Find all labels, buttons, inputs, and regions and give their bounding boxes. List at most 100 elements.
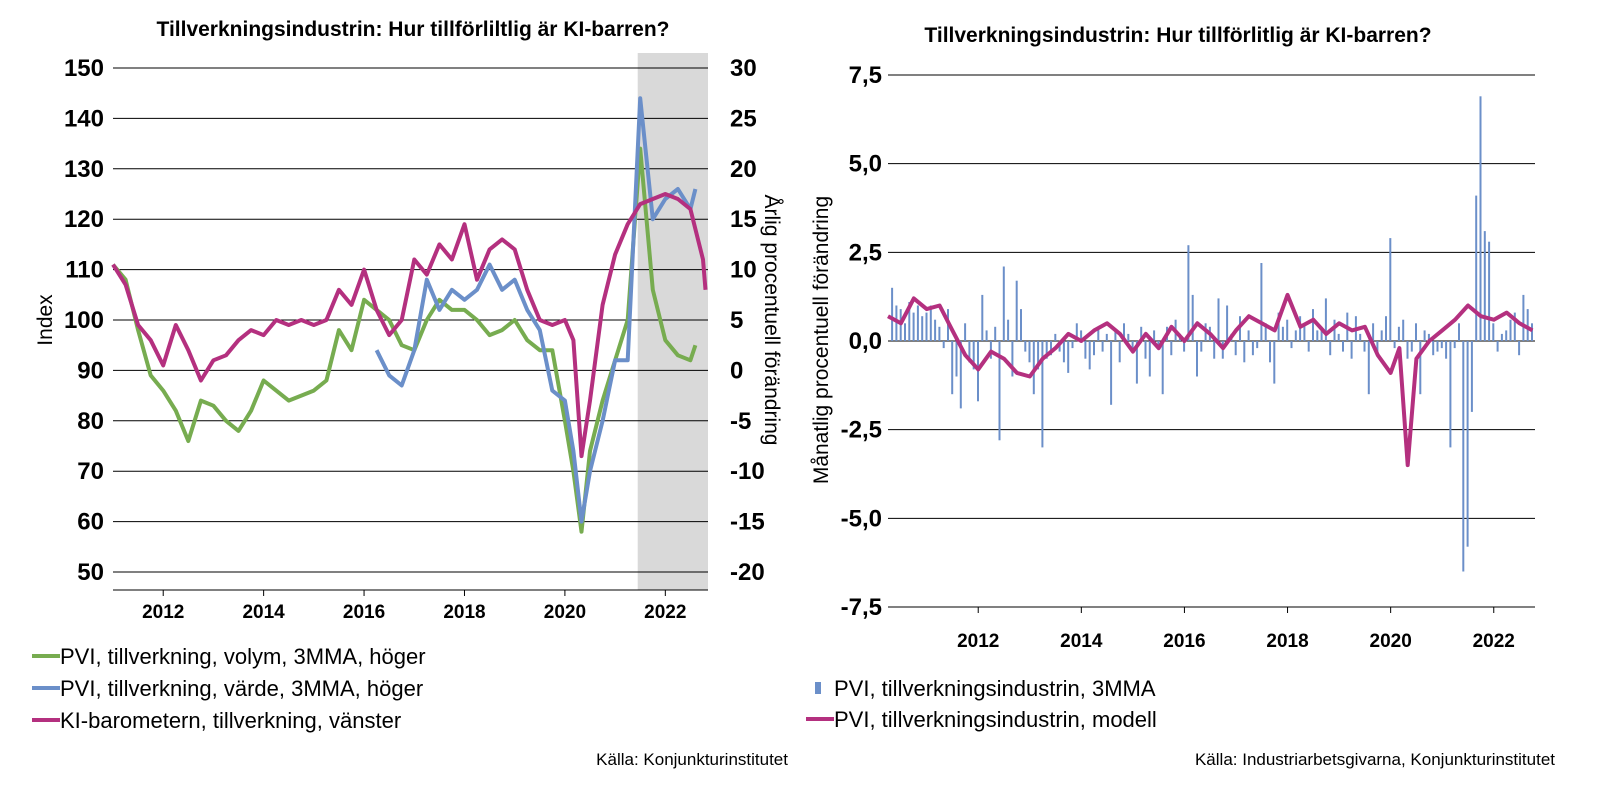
bar-monthly-change — [1020, 309, 1022, 341]
bar-monthly-change — [1062, 341, 1065, 363]
bar-monthly-change — [1183, 341, 1186, 352]
bar-monthly-change — [1393, 341, 1396, 349]
bar-monthly-change — [1513, 312, 1516, 341]
bar-monthly-change — [1084, 341, 1087, 359]
forecast-shaded-region — [637, 53, 708, 590]
bar-monthly-change — [1488, 241, 1491, 341]
right-chart-x-ticks: 2012 2014 2016 2018 2020 2022 — [957, 607, 1515, 652]
bar-monthly-change — [1294, 330, 1297, 341]
left-y-tick-label: 50 — [77, 559, 104, 586]
bar-monthly-change — [921, 316, 924, 341]
bar-monthly-change — [959, 341, 962, 409]
bar-monthly-change — [1015, 280, 1018, 341]
right-source: Källa: Industriarbetsgivarna, Konjunktur… — [1195, 750, 1555, 769]
left-chart-title: Tillverkningsindustrin: Hur tillförliltl… — [157, 18, 670, 41]
series-pvi-varde — [374, 96, 698, 524]
bar-monthly-change — [1479, 96, 1482, 341]
bar-monthly-change — [1419, 341, 1422, 395]
bar-monthly-change — [1415, 323, 1417, 341]
bar-monthly-change — [1067, 341, 1070, 373]
left-legend: PVI, tillverkning, volym, 3MMA, höger PV… — [32, 644, 426, 733]
right-y-axis-label: Årlig procentuell förändring — [760, 195, 783, 446]
bar-monthly-change — [1286, 319, 1289, 341]
bar-monthly-change — [1380, 330, 1383, 341]
bar-monthly-change — [1440, 341, 1443, 349]
bar-monthly-change — [1140, 326, 1143, 341]
left-x-ticks: 2012 2014 2016 2018 2020 2022 — [113, 589, 708, 623]
bar-monthly-change — [1256, 341, 1259, 349]
bar-monthly-change — [1153, 330, 1156, 341]
right-model-line — [887, 292, 1534, 468]
right-x-tick-label: 2020 — [1370, 631, 1412, 652]
right-y-tick-label: -10 — [730, 458, 765, 485]
bar-monthly-change — [1307, 341, 1310, 352]
bar-monthly-change — [1432, 341, 1435, 356]
right-y-tick-label: 10 — [730, 257, 757, 284]
bar-monthly-change — [964, 323, 967, 341]
bar-monthly-change — [934, 319, 937, 341]
bar-monthly-change — [951, 341, 954, 395]
bar-monthly-change — [1037, 341, 1040, 370]
bar-monthly-change — [1466, 341, 1469, 547]
bar-monthly-change — [1290, 341, 1293, 349]
bar-monthly-change — [1509, 319, 1512, 341]
bar-monthly-change — [938, 326, 941, 341]
series-pvi-volym — [111, 146, 698, 534]
bar-monthly-change — [1075, 323, 1078, 341]
bar-monthly-change — [1264, 323, 1267, 341]
bar-monthly-change — [1483, 231, 1486, 341]
right-y-tick-label: -20 — [730, 559, 765, 586]
right-x-tick-label: 2022 — [1473, 631, 1515, 652]
left-y-tick-label: 120 — [64, 206, 104, 233]
left-y-tick-label: 60 — [77, 509, 104, 536]
bar-monthly-change — [1470, 341, 1473, 412]
bar-monthly-change — [1496, 341, 1499, 352]
series-modell — [887, 292, 1534, 468]
legend-swatch-bar — [815, 682, 821, 694]
bar-monthly-change — [1028, 341, 1031, 363]
right-chart-y-tick-label: 0,0 — [849, 328, 882, 355]
right-x-tick-label: 2012 — [957, 631, 999, 652]
bar-monthly-change — [1123, 323, 1125, 341]
bar-monthly-change — [942, 341, 945, 349]
left-y-axis-label: Index — [34, 294, 57, 346]
bar-monthly-change — [916, 305, 919, 341]
bar-monthly-change — [1445, 341, 1448, 359]
bar-monthly-change — [1024, 341, 1027, 352]
left-gridlines — [113, 67, 708, 573]
bar-monthly-change — [1131, 341, 1134, 352]
bar-monthly-change — [1423, 330, 1426, 341]
right-chart: 7,55,02,50,0-2,5-5,0-7,5 2012 2014 2016 201… — [806, 24, 1555, 769]
bar-monthly-change — [1324, 298, 1327, 341]
bar-monthly-change — [994, 326, 997, 341]
bar-monthly-change — [1281, 326, 1284, 341]
bar-monthly-change — [998, 341, 1001, 441]
bar-monthly-change — [1110, 341, 1113, 405]
bar-monthly-change — [1402, 319, 1405, 341]
bar-monthly-change — [1475, 195, 1478, 341]
bar-monthly-change — [1243, 341, 1246, 363]
bar-monthly-change — [1144, 341, 1147, 359]
bar-monthly-change — [1329, 341, 1332, 356]
bar-monthly-change — [1161, 341, 1164, 395]
bar-monthly-change — [1080, 330, 1083, 341]
bar-monthly-change — [1363, 341, 1366, 352]
bar-monthly-change — [1269, 341, 1271, 363]
right-y-tick-label: -15 — [730, 509, 765, 536]
bar-monthly-change — [1054, 333, 1057, 341]
left-x-tick-label: 2016 — [343, 602, 385, 623]
bar-monthly-change — [1359, 333, 1362, 341]
bar-monthly-change — [1492, 323, 1495, 341]
bar-monthly-change — [929, 305, 932, 341]
left-x-tick-label: 2020 — [544, 602, 586, 623]
legend-label-3mma: PVI, tillverkningsindustrin, 3MMA — [834, 676, 1156, 701]
bar-monthly-change — [1041, 341, 1044, 448]
bar-monthly-change — [1196, 341, 1198, 377]
right-chart-y-tick-label: 5,0 — [849, 151, 882, 178]
left-y-ticks: 150 140 130 120 110 100 90 80 70 60 50 — [64, 55, 104, 586]
bar-monthly-change — [1303, 323, 1306, 341]
right-x-tick-label: 2014 — [1060, 631, 1103, 652]
bar-monthly-change — [1187, 245, 1190, 341]
bar-monthly-change — [891, 287, 894, 341]
bar-monthly-change — [1213, 341, 1216, 359]
